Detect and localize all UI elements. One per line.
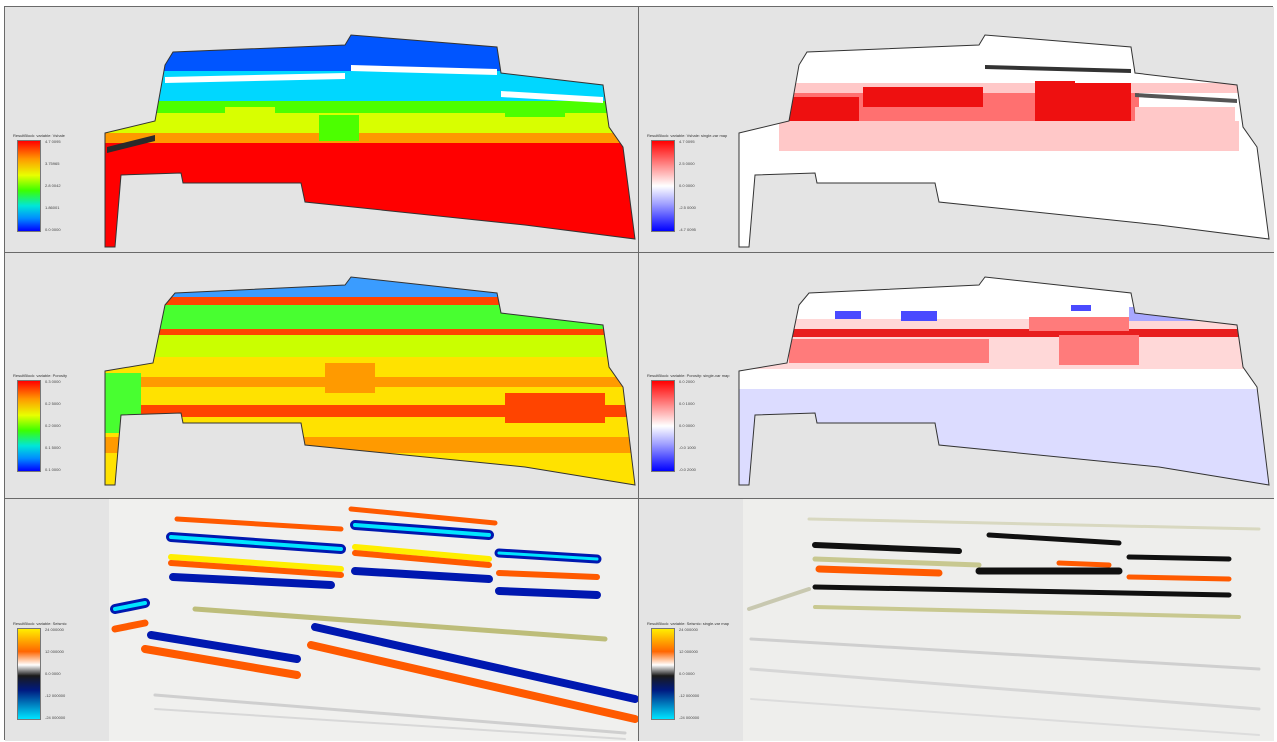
legend-tick: 12 000000 <box>45 649 64 654</box>
legend-tick: -12 000000 <box>45 693 66 698</box>
legend-tick: 0.3 0000 <box>45 379 61 384</box>
legend-tick: 0.0 1000 <box>679 401 695 406</box>
seismic-view <box>743 499 1274 741</box>
model-body <box>739 35 1269 247</box>
legend-tick: -0.0 1000 <box>679 445 696 450</box>
colorbar <box>651 140 675 232</box>
panel-middle-right: ResultBlock: variable: Porosity: single-… <box>639 253 1274 499</box>
model-view <box>104 34 636 248</box>
legend-title: ResultBlock: variable: Vshale: single-va… <box>647 133 728 138</box>
legend-tick: 24 000000 <box>45 627 64 632</box>
model-view <box>104 276 636 486</box>
seismic-view <box>109 499 638 741</box>
legend-tick: -2.5 0000 <box>679 205 696 210</box>
legend-tick: 12 000000 <box>679 649 698 654</box>
legend-tick: 4.7 0095 <box>679 139 695 144</box>
seismic-reflectors <box>110 506 638 740</box>
model-view <box>738 276 1270 486</box>
colorbar-legend: ResultBlock: variable: Vshale 4.7 0095 3… <box>13 133 103 232</box>
colorbar <box>651 380 675 472</box>
legend-title: ResultBlock: variable: Seismic <box>13 621 67 626</box>
legend-tick: 0.0 2000 <box>679 379 695 384</box>
panel-bottom-right: ResultBlock: variable: Seismic: single-v… <box>639 499 1274 741</box>
panel-middle-left: ResultBlock: variable: Porosity 0.3 0000… <box>5 253 639 499</box>
legend-tick: 0.0 0000 <box>45 671 61 676</box>
colorbar <box>17 628 41 720</box>
legend-tick: 1.86001 <box>45 205 60 210</box>
legend-tick: 0.0 0000 <box>679 183 695 188</box>
colorbar <box>17 380 41 472</box>
legend-tick: 0.1 5000 <box>45 445 61 450</box>
legend-tick: 3.75965 <box>45 161 60 166</box>
legend-title: ResultBlock: variable: Vshale <box>13 133 65 138</box>
legend-tick: 4.7 0095 <box>45 139 61 144</box>
six-panel-grid: ResultBlock: variable: Vshale 4.7 0095 3… <box>4 6 1274 741</box>
legend-tick: -24 000000 <box>45 715 66 720</box>
colorbar-legend: ResultBlock: variable: Seismic 24 000000… <box>13 621 103 720</box>
panel-top-right: ResultBlock: variable: Vshale: single-va… <box>639 7 1274 253</box>
legend-tick: 0.2 0000 <box>45 423 61 428</box>
legend-tick: 24 000000 <box>679 627 698 632</box>
colorbar <box>651 628 675 720</box>
legend-tick: 0.0 0000 <box>45 227 61 232</box>
legend-title: ResultBlock: variable: Porosity: single-… <box>647 373 730 378</box>
colorbar-legend: ResultBlock: variable: Porosity 0.3 0000… <box>13 373 103 472</box>
legend-tick: 0.1 0000 <box>45 467 61 472</box>
colorbar-legend: ResultBlock: variable: Vshale: single-va… <box>647 133 737 232</box>
legend-tick: 2.8 0042 <box>45 183 61 188</box>
seismic-reflectors <box>747 517 1261 736</box>
legend-tick: 0.0 0000 <box>679 671 695 676</box>
model-view <box>738 34 1270 248</box>
colorbar-legend: ResultBlock: variable: Seismic: single-v… <box>647 621 737 720</box>
model-body <box>105 35 635 247</box>
legend-tick: -12 000000 <box>679 693 700 698</box>
panel-top-left: ResultBlock: variable: Vshale 4.7 0095 3… <box>5 7 639 253</box>
panel-bottom-left: ResultBlock: variable: Seismic 24 000000… <box>5 499 639 741</box>
colorbar <box>17 140 41 232</box>
legend-tick: -4.7 0095 <box>679 227 696 232</box>
model-body <box>105 277 635 485</box>
legend-title: ResultBlock: variable: Seismic: single-v… <box>647 621 730 626</box>
legend-tick: 0.0 0000 <box>679 423 695 428</box>
colorbar-legend: ResultBlock: variable: Porosity: single-… <box>647 373 737 472</box>
legend-tick: -0.0 2000 <box>679 467 696 472</box>
model-body <box>739 277 1269 485</box>
legend-tick: -24 000000 <box>679 715 700 720</box>
legend-title: ResultBlock: variable: Porosity <box>13 373 68 378</box>
legend-tick: 2.5 0000 <box>679 161 695 166</box>
legend-tick: 0.2 5000 <box>45 401 61 406</box>
